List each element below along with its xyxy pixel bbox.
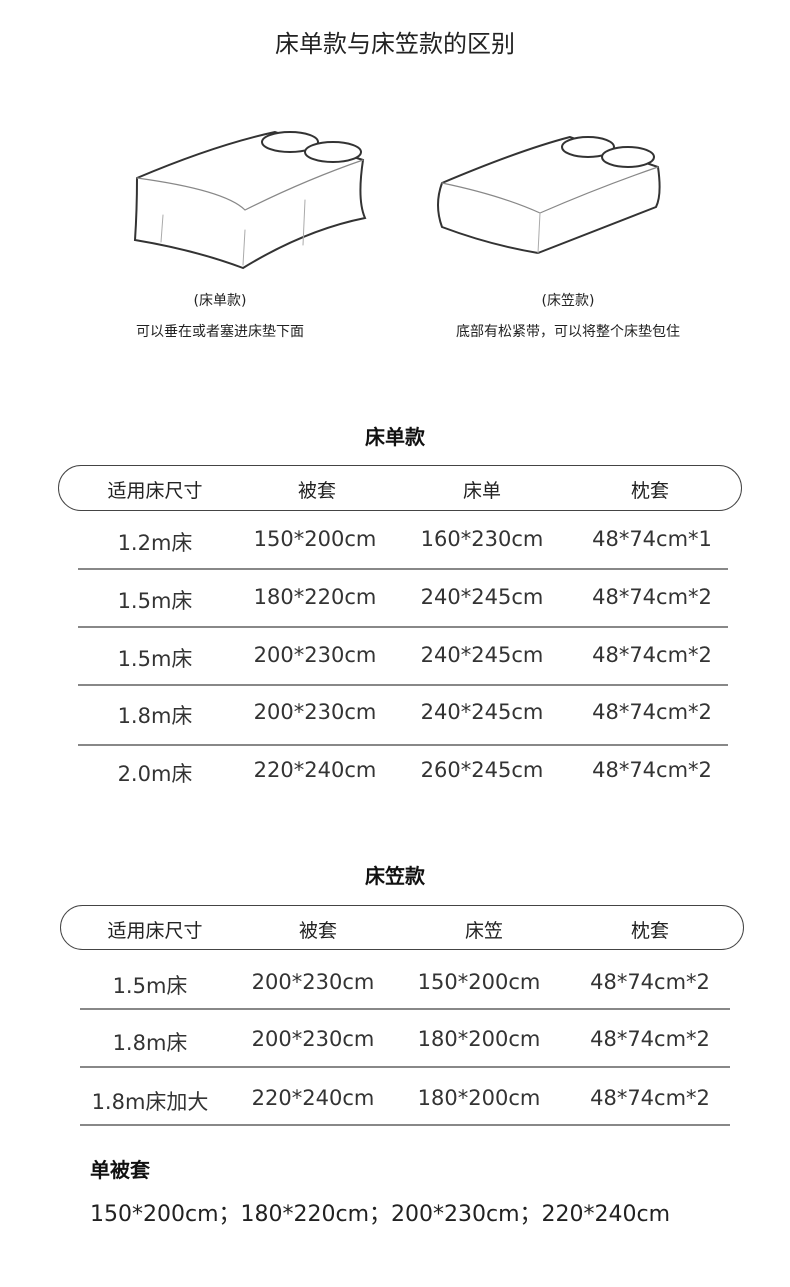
fitted-sheet-description: 底部有松紧带，可以将整个床垫包住 bbox=[456, 324, 680, 340]
table-cell: 48*74cm*2 bbox=[592, 643, 712, 667]
table-cell: 220*240cm bbox=[253, 758, 377, 782]
flat-sheet-label: (床单款) bbox=[193, 293, 247, 309]
table-cell: 1.8m床加大 bbox=[91, 1090, 209, 1114]
table-cell: 150*200cm bbox=[253, 527, 377, 551]
table-cell: 200*230cm bbox=[253, 700, 377, 724]
table-cell: 1.5m床 bbox=[117, 647, 193, 671]
table-cell: 48*74cm*2 bbox=[590, 970, 710, 994]
table-cell: 240*245cm bbox=[420, 643, 544, 667]
table-cell: 180*200cm bbox=[417, 1027, 541, 1051]
table-cell: 2.0m床 bbox=[117, 762, 193, 786]
header-cell: 床笠 bbox=[464, 920, 504, 942]
table-cell: 180*220cm bbox=[253, 585, 377, 609]
table-cell: 1.8m床 bbox=[117, 704, 193, 728]
flat-table-title: 床单款 bbox=[365, 425, 425, 449]
fitted-sheet-bed-illustration-icon bbox=[437, 135, 661, 255]
single-duvet-title: 单被套 bbox=[90, 1158, 150, 1182]
table-cell: 48*74cm*1 bbox=[592, 527, 712, 551]
table-cell: 200*230cm bbox=[251, 970, 375, 994]
row-divider bbox=[78, 626, 728, 628]
table-cell: 1.5m床 bbox=[112, 974, 188, 998]
flat-table-header bbox=[58, 465, 742, 511]
table-cell: 48*74cm*2 bbox=[590, 1086, 710, 1110]
table-cell: 240*245cm bbox=[420, 585, 544, 609]
header-cell: 适用床尺寸 bbox=[107, 480, 203, 502]
header-cell: 被套 bbox=[297, 480, 337, 502]
page-title: 床单款与床笠款的区别 bbox=[275, 30, 515, 58]
table-cell: 200*230cm bbox=[253, 643, 377, 667]
fitted-sheet-label: (床笠款) bbox=[541, 293, 595, 309]
table-cell: 1.5m床 bbox=[117, 589, 193, 613]
table-cell: 1.8m床 bbox=[112, 1031, 188, 1055]
table-cell: 48*74cm*2 bbox=[592, 700, 712, 724]
row-divider bbox=[78, 568, 728, 570]
header-cell: 适用床尺寸 bbox=[107, 920, 203, 942]
table-cell: 160*230cm bbox=[420, 527, 544, 551]
table-cell: 240*245cm bbox=[420, 700, 544, 724]
row-divider bbox=[80, 1066, 730, 1068]
row-divider bbox=[78, 744, 728, 746]
table-cell: 1.2m床 bbox=[117, 531, 193, 555]
table-cell: 200*230cm bbox=[251, 1027, 375, 1051]
flat-sheet-description: 可以垂在或者塞进床垫下面 bbox=[136, 324, 304, 340]
row-divider bbox=[78, 684, 728, 686]
table-cell: 220*240cm bbox=[251, 1086, 375, 1110]
fitted-table-header bbox=[60, 905, 744, 950]
header-cell: 床单 bbox=[462, 480, 502, 502]
single-duvet-sizes: 150*200cm；180*220cm；200*230cm；220*240cm bbox=[90, 1202, 671, 1227]
fitted-table-title: 床笠款 bbox=[365, 864, 425, 888]
table-cell: 260*245cm bbox=[420, 758, 544, 782]
table-cell: 48*74cm*2 bbox=[592, 758, 712, 782]
table-cell: 48*74cm*2 bbox=[592, 585, 712, 609]
table-cell: 180*200cm bbox=[417, 1086, 541, 1110]
header-cell: 枕套 bbox=[630, 920, 670, 942]
row-divider bbox=[80, 1124, 730, 1126]
table-cell: 150*200cm bbox=[417, 970, 541, 994]
header-cell: 被套 bbox=[298, 920, 338, 942]
header-cell: 枕套 bbox=[630, 480, 670, 502]
table-cell: 48*74cm*2 bbox=[590, 1027, 710, 1051]
flat-sheet-bed-illustration-icon bbox=[133, 130, 367, 270]
row-divider bbox=[80, 1008, 730, 1010]
